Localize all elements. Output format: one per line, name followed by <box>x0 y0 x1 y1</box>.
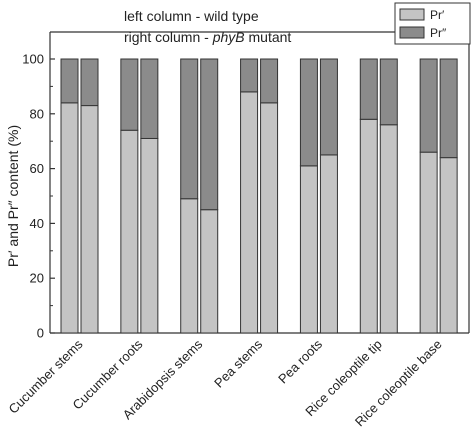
bar-segment-pr-prime <box>260 102 279 334</box>
bar-segment-pr-prime <box>439 157 458 334</box>
bar-segment-pr-double-prime <box>200 58 219 211</box>
bar-segment-pr-double-prime <box>319 58 338 156</box>
bar-segment-pr-double-prime <box>260 58 279 104</box>
bar-segment-pr-double-prime <box>419 58 438 153</box>
bar-segment-pr-prime <box>80 105 99 334</box>
x-category-label: Pea stems <box>211 336 265 390</box>
bar-segment-pr-prime <box>60 102 79 334</box>
annotation-line-2-gene: phyB <box>212 29 245 45</box>
y-tick-label: 60 <box>30 161 44 176</box>
bar-segment-pr-prime <box>419 151 438 334</box>
annotation-line-2: right column - phyB mutant <box>124 29 291 45</box>
annotation-line-1: left column - wild type <box>124 8 259 24</box>
y-tick-label: 80 <box>30 106 44 121</box>
bar-segment-pr-prime <box>240 91 259 334</box>
bar-segment-pr-prime <box>180 198 199 334</box>
bar-segment-pr-prime <box>359 118 378 334</box>
legend-label-pr-prime: Pr′ <box>430 8 445 22</box>
legend-swatch-pr-prime <box>399 8 425 21</box>
annotation-line-2-suffix: mutant <box>245 29 292 45</box>
bar-segment-pr-double-prime <box>140 58 159 139</box>
x-category-label: Pea roots <box>275 336 325 386</box>
bar-segment-pr-prime <box>120 129 139 334</box>
legend-swatch-pr-double-prime <box>399 26 425 39</box>
bar-segment-pr-double-prime <box>180 58 199 200</box>
axes <box>49 31 470 334</box>
annotation-line-2-prefix: right column - <box>124 29 213 45</box>
bar-segment-pr-double-prime <box>359 58 378 120</box>
bar-segment-pr-prime <box>299 165 318 334</box>
bar-segment-pr-prime <box>379 124 398 334</box>
bar-segment-pr-prime <box>200 209 219 334</box>
y-tick-label: 0 <box>37 326 44 341</box>
legend: Pr′ Pr″ <box>394 2 471 45</box>
bar-segment-pr-double-prime <box>439 58 458 159</box>
y-axis-title: Pr′ and Pr″ content (%) <box>5 125 21 267</box>
bar-segment-pr-prime <box>319 154 338 334</box>
bar-segment-pr-double-prime <box>60 58 79 104</box>
bar-segment-pr-double-prime <box>80 58 99 107</box>
y-tick-label: 100 <box>22 52 44 67</box>
bar-segment-pr-double-prime <box>120 58 139 131</box>
bar-segment-pr-double-prime <box>240 58 259 93</box>
legend-label-pr-double-prime: Pr″ <box>430 26 447 40</box>
y-tick-label: 20 <box>30 271 44 286</box>
y-tick-label: 40 <box>30 216 44 231</box>
bar-segment-pr-double-prime <box>379 58 398 126</box>
bar-segment-pr-double-prime <box>299 58 318 167</box>
bar-segment-pr-prime <box>140 137 159 334</box>
bars <box>60 58 458 334</box>
